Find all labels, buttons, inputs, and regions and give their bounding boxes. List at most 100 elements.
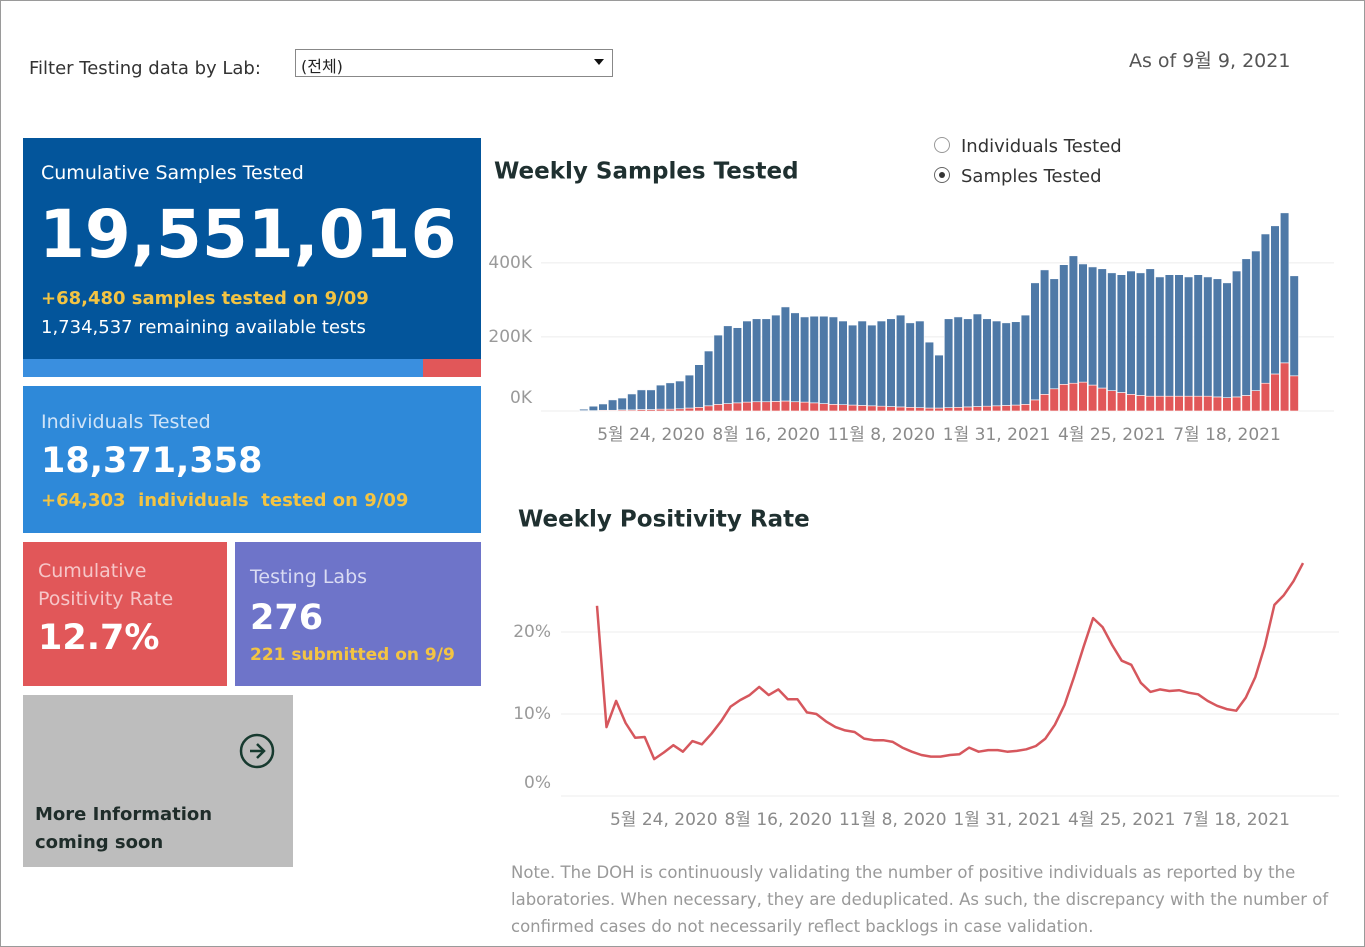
bar-segment bbox=[780, 400, 790, 412]
bar-segment bbox=[1030, 399, 1040, 412]
card-value: 18,371,358 bbox=[41, 441, 263, 481]
bar-segment bbox=[886, 406, 896, 412]
bar-segment bbox=[1040, 394, 1050, 412]
bar-segment bbox=[1289, 275, 1299, 377]
bar-segment bbox=[1136, 395, 1146, 412]
lab-select[interactable]: (전체) bbox=[295, 49, 613, 77]
bar-segment bbox=[847, 404, 858, 412]
bar-segment bbox=[1164, 274, 1174, 397]
bar-segment bbox=[982, 405, 992, 412]
bar-segment bbox=[799, 316, 810, 403]
bar-segment bbox=[838, 404, 848, 412]
x-tick-label: 4월 25, 2021 bbox=[1068, 810, 1176, 830]
bar-segment bbox=[732, 327, 742, 404]
bar-segment bbox=[1107, 390, 1117, 412]
bar-segment bbox=[828, 316, 838, 405]
bar-segment bbox=[867, 405, 877, 412]
bar-segment bbox=[1011, 321, 1021, 406]
bar-segment bbox=[819, 315, 829, 404]
labs-card: Testing Labs 276 221 submitted on 9/9 bbox=[235, 542, 481, 686]
bar-segment bbox=[1251, 250, 1261, 391]
bar-segment bbox=[1203, 395, 1213, 412]
x-tick-label: 7월 18, 2021 bbox=[1173, 425, 1281, 445]
bar-segment bbox=[723, 403, 733, 412]
bar-segment bbox=[819, 403, 829, 412]
bar-segment bbox=[1078, 263, 1088, 383]
bar-segment bbox=[761, 318, 771, 403]
bar-segment bbox=[684, 407, 694, 412]
bar-segment bbox=[723, 325, 733, 404]
bar-segment bbox=[972, 313, 982, 407]
bar-segment bbox=[1040, 269, 1050, 395]
bar-segment bbox=[1260, 233, 1270, 384]
bar-segment bbox=[646, 389, 656, 410]
select-value: (전체) bbox=[301, 57, 343, 76]
bar-segment bbox=[1116, 392, 1126, 412]
radio-label: Individuals Tested bbox=[961, 136, 1122, 157]
card-title: Individuals Tested bbox=[41, 411, 211, 433]
card-value: 19,551,016 bbox=[39, 196, 457, 273]
bar-segment bbox=[1280, 362, 1290, 412]
card-delta: +68,480 samples tested on 9/09 bbox=[41, 288, 369, 309]
bar-segment bbox=[1011, 404, 1021, 412]
bar-segment bbox=[1193, 395, 1203, 412]
bar-segment bbox=[1260, 382, 1270, 412]
x-tick-label: 5월 24, 2020 bbox=[610, 810, 718, 830]
bar-segment bbox=[924, 407, 934, 412]
bar-segment bbox=[1097, 387, 1107, 412]
bar-segment bbox=[771, 314, 781, 402]
bar-segment bbox=[828, 404, 838, 412]
bar-segment bbox=[857, 405, 867, 412]
x-tick-label: 11월 8, 2020 bbox=[828, 425, 936, 445]
card-value: 276 bbox=[250, 598, 324, 638]
bar-segment bbox=[886, 318, 896, 407]
bar-segment bbox=[1126, 394, 1136, 412]
select-arrow bbox=[594, 59, 604, 65]
card-delta: 221 submitted on 9/9 bbox=[250, 645, 455, 665]
chart-title: Weekly Samples Tested bbox=[494, 159, 799, 185]
bar-segment bbox=[924, 341, 934, 409]
bar-segment bbox=[1212, 278, 1222, 398]
x-tick-label: 8월 16, 2020 bbox=[712, 425, 820, 445]
bar-segment bbox=[1164, 395, 1174, 412]
bar-segment bbox=[1097, 268, 1107, 389]
more-card: More Information coming soon bbox=[23, 695, 293, 867]
bar-segment bbox=[1155, 395, 1165, 412]
bar-segment bbox=[991, 320, 1002, 407]
as-of-date: As of 9월 9, 2021 bbox=[1129, 50, 1291, 72]
icon-arrow bbox=[250, 743, 266, 759]
bar-segment bbox=[1049, 278, 1059, 390]
bar-segment bbox=[876, 320, 886, 407]
bar-segment bbox=[665, 382, 675, 410]
bar-segment bbox=[799, 401, 810, 412]
bar-segment bbox=[675, 380, 685, 410]
bar-segment bbox=[1030, 282, 1040, 401]
bar-segment bbox=[1184, 276, 1194, 397]
bar-segment bbox=[1116, 274, 1126, 393]
bar-segment bbox=[1241, 395, 1251, 412]
bar-segment bbox=[579, 408, 589, 411]
arrow-icon[interactable] bbox=[238, 732, 276, 770]
y-tick-label: 0% bbox=[524, 773, 551, 793]
bar-segment bbox=[943, 318, 954, 408]
bar-segment bbox=[790, 401, 800, 412]
filter-label: Filter Testing data by Lab: bbox=[29, 58, 261, 79]
bar-segment bbox=[1232, 396, 1242, 412]
bar-segment bbox=[1020, 404, 1030, 412]
bar-segment bbox=[790, 312, 800, 403]
bar-segment bbox=[915, 320, 925, 408]
bar-segment bbox=[732, 402, 742, 412]
bar-segment bbox=[694, 406, 704, 412]
bar-segment bbox=[1203, 276, 1213, 397]
bar-segment bbox=[1222, 282, 1232, 398]
y-tick-label: 200K bbox=[488, 327, 532, 347]
bar-segment bbox=[655, 384, 666, 410]
x-tick-label: 7월 18, 2021 bbox=[1182, 810, 1290, 830]
bar-segment bbox=[1049, 388, 1059, 412]
y-tick-label: 10% bbox=[513, 704, 551, 724]
x-tick-label: 11월 8, 2020 bbox=[839, 810, 947, 830]
bar-segment bbox=[905, 406, 915, 412]
bar-segment bbox=[1020, 314, 1030, 405]
